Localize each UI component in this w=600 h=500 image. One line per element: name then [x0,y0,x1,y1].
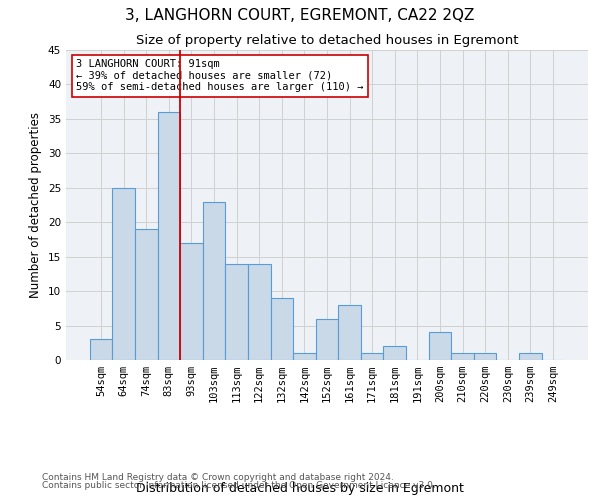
Bar [135,229,158,360]
Bar [271,298,293,360]
Bar [451,353,474,360]
Bar [293,353,316,360]
Bar [361,353,383,360]
Bar [226,264,248,360]
Bar [338,305,361,360]
Bar [180,243,203,360]
Bar [112,188,135,360]
Bar [90,340,112,360]
Text: Distribution of detached houses by size in Egremont: Distribution of detached houses by size … [136,482,464,495]
Bar [474,353,496,360]
Bar [428,332,451,360]
Bar [383,346,406,360]
Bar [203,202,226,360]
Text: Contains HM Land Registry data © Crown copyright and database right 2024.: Contains HM Land Registry data © Crown c… [42,472,394,482]
Text: Contains public sector information licensed under the Open Government Licence v3: Contains public sector information licen… [42,481,436,490]
Bar [316,318,338,360]
Text: 3 LANGHORN COURT: 91sqm
← 39% of detached houses are smaller (72)
59% of semi-de: 3 LANGHORN COURT: 91sqm ← 39% of detache… [76,60,364,92]
Bar [519,353,542,360]
Title: Size of property relative to detached houses in Egremont: Size of property relative to detached ho… [136,34,518,48]
Bar [158,112,180,360]
Bar [248,264,271,360]
Y-axis label: Number of detached properties: Number of detached properties [29,112,43,298]
Text: 3, LANGHORN COURT, EGREMONT, CA22 2QZ: 3, LANGHORN COURT, EGREMONT, CA22 2QZ [125,8,475,22]
